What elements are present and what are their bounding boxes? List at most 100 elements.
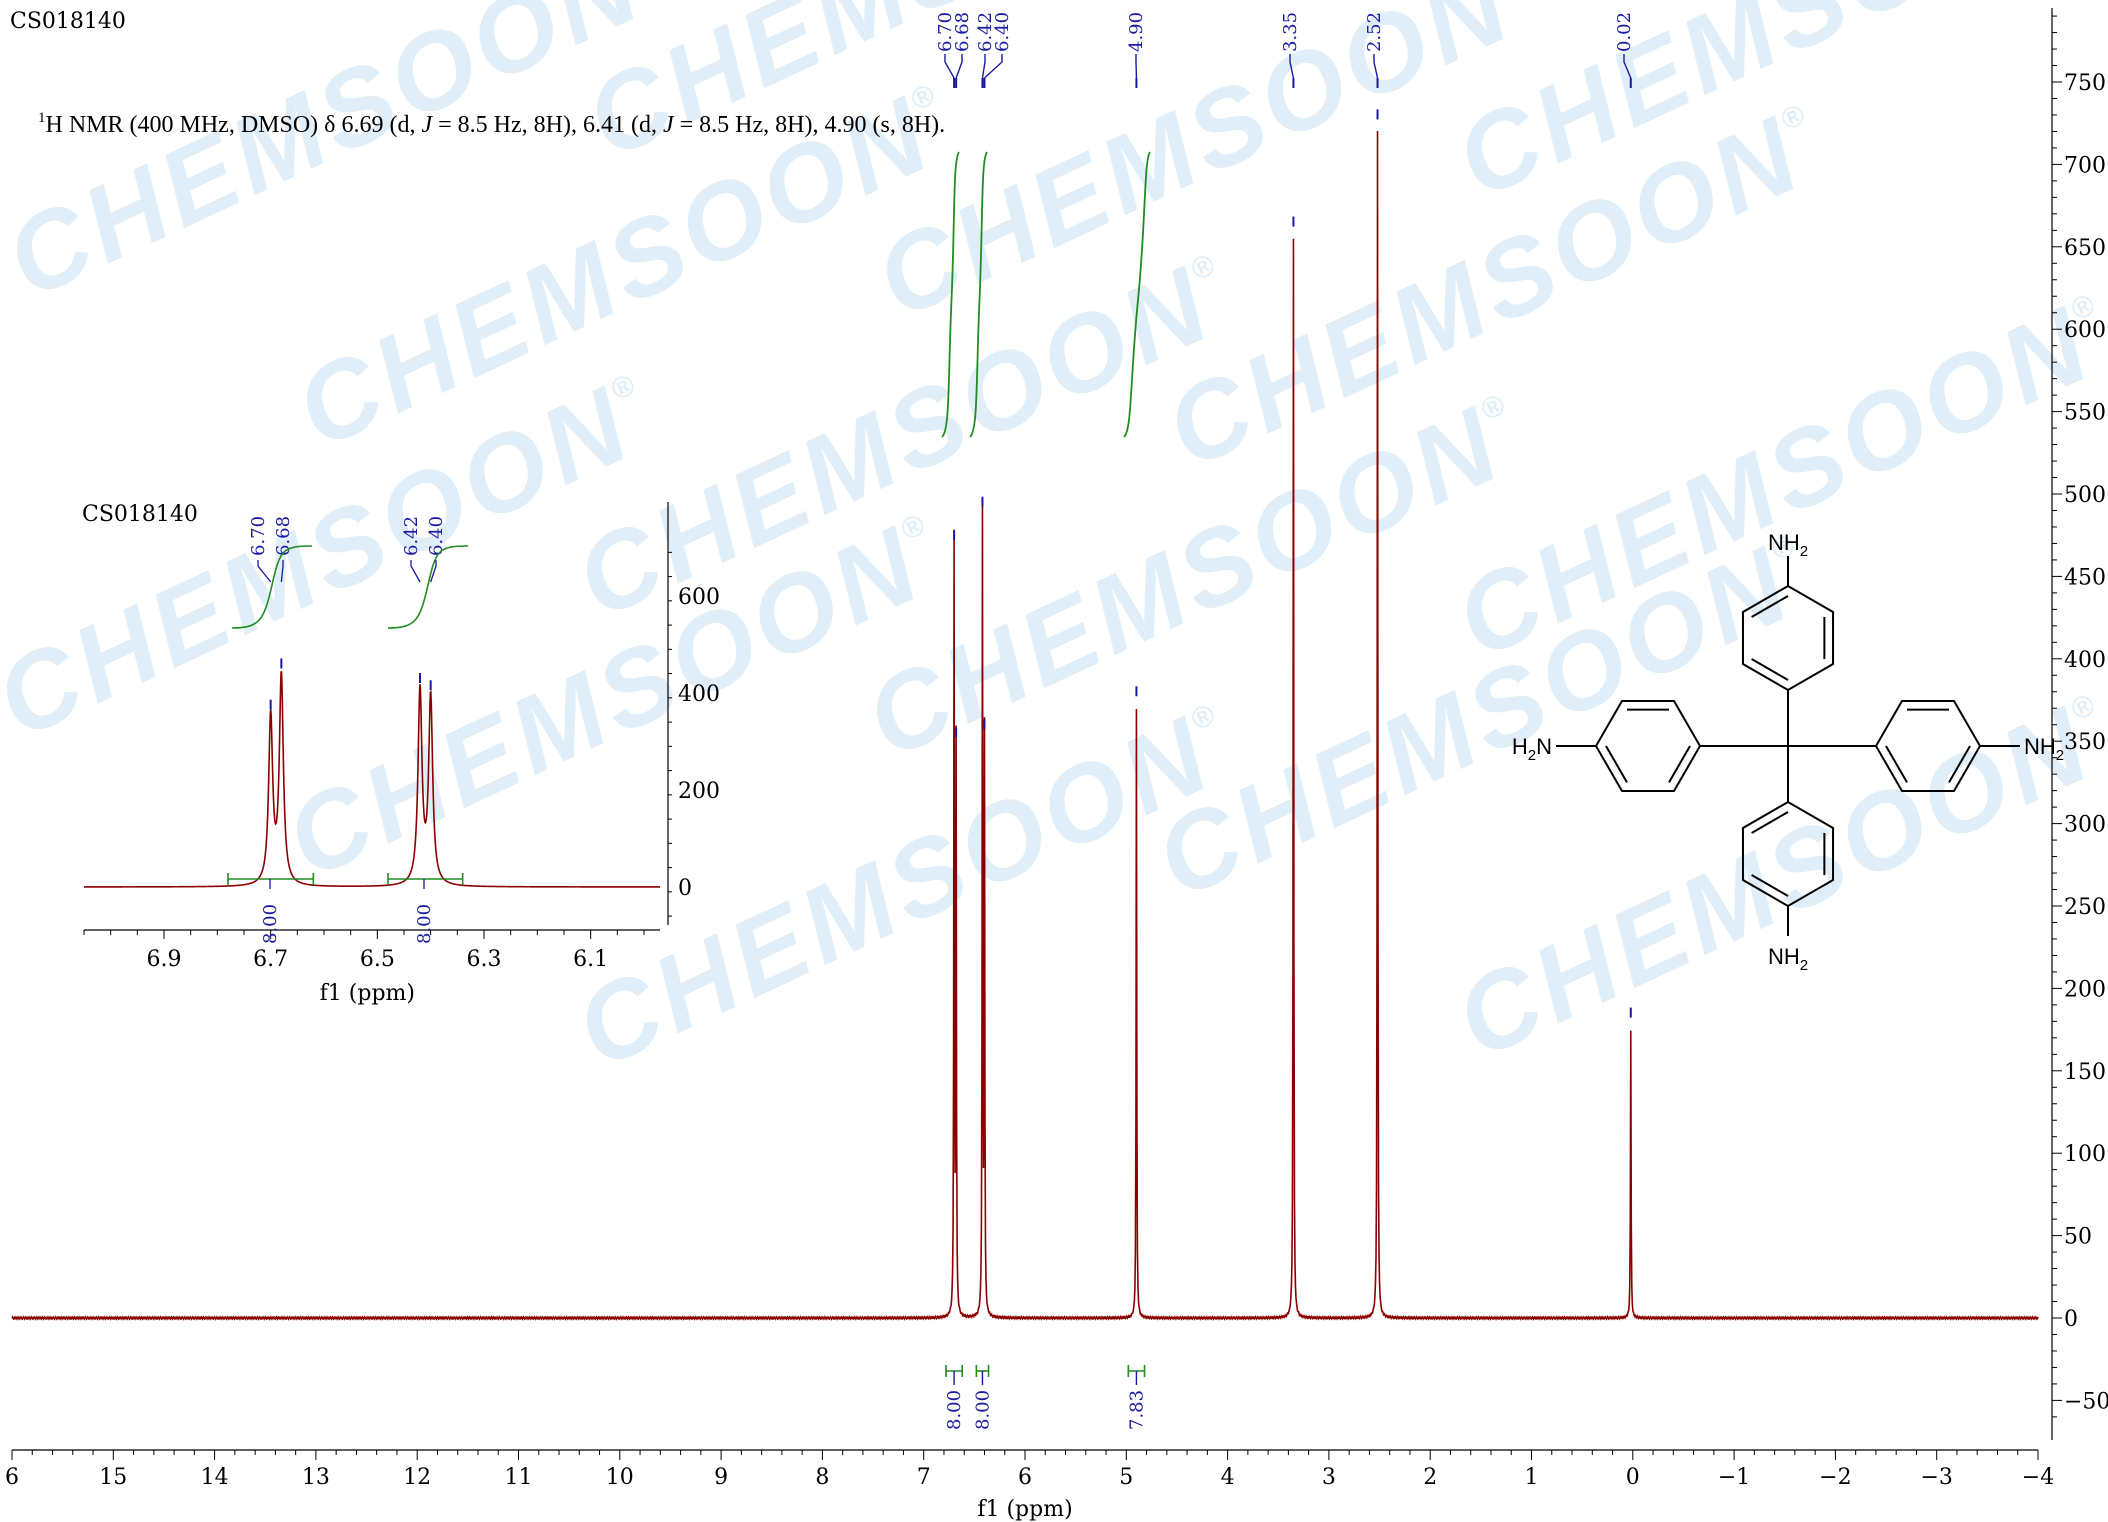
x-tick-label: 10 — [606, 1465, 634, 1490]
peak-label: 2.52 — [1364, 12, 1385, 52]
peak-label: 3.35 — [1280, 12, 1301, 52]
x-tick-label: 6 — [5, 1465, 19, 1490]
x-tick-label: 5 — [1119, 1465, 1133, 1490]
registered-mark: ® — [2066, 686, 2105, 728]
x-tick-label: 11 — [505, 1465, 533, 1490]
peak-label: 6.40 — [992, 12, 1013, 52]
atom-subscript: 2 — [2056, 747, 2064, 764]
atom-symbol: N — [1536, 734, 1552, 759]
integral-curve — [969, 151, 988, 438]
registered-mark: ® — [1476, 386, 1515, 428]
ring-double-bond — [1605, 745, 1628, 783]
y-tick-label: 200 — [2064, 977, 2106, 1002]
atom-subscript: 2 — [1800, 957, 1808, 974]
inset-peak-label: 6.70 — [248, 516, 269, 556]
y-tick-label: 100 — [2064, 1142, 2106, 1167]
ring-double-bond — [1668, 745, 1691, 783]
x-tick-label: 3 — [1322, 1465, 1336, 1490]
registered-mark: ® — [1186, 696, 1225, 738]
spectrum-trace — [11, 131, 2039, 1321]
inset-spectrum-chart: CS018140 6.9 6.7 6.5 6.3 6.1 f1 (ppm) 0 200 400 60… — [82, 502, 720, 1006]
y-tick-label: 50 — [2064, 1225, 2092, 1250]
ring-double-bond — [1751, 595, 1789, 618]
registered-mark: ® — [606, 366, 645, 408]
registered-mark: ® — [1186, 246, 1225, 288]
integral-value: 7.83 — [1126, 1390, 1147, 1430]
x-tick-label: −3 — [1920, 1465, 1952, 1490]
atom-subscript: 2 — [1800, 543, 1808, 560]
y-tick-label: 250 — [2064, 895, 2106, 920]
main-spectrum-chart: 6 15 14 13 12 11 10 9 8 7 6 5 4 3 2 1 0 −1 −2 −3 −4f1 (ppm)−… — [5, 8, 2108, 1522]
j-symbol-2: J — [663, 112, 675, 138]
inset-sample-id: CS018140 — [82, 502, 198, 527]
inset-x-tick-label: 6.7 — [253, 947, 288, 972]
description-part-2: = 8.5 Hz, 8H), 6.41 (d, — [432, 112, 663, 138]
peak-label: 6.68 — [952, 12, 973, 52]
y-tick-label: 400 — [2064, 648, 2106, 673]
x-tick-label: −2 — [1819, 1465, 1851, 1490]
x-tick-label: 9 — [714, 1465, 728, 1490]
peak-leader-line — [1623, 54, 1632, 79]
amine-label-right: NH2 — [2024, 734, 2064, 764]
peak-leader-line — [1289, 54, 1295, 79]
atom-subscript: 2 — [1528, 747, 1536, 764]
y-tick-label: 750 — [2064, 71, 2106, 96]
x-tick-label: 0 — [1626, 1465, 1640, 1490]
inset-y-tick-label: 600 — [678, 585, 720, 610]
x-tick-label: 15 — [99, 1465, 127, 1490]
description-part-1: H NMR (400 MHz, DMSO) δ 6.69 (d, — [46, 112, 422, 138]
inset-integral-value: 8.00 — [260, 904, 281, 944]
x-tick-label: 8 — [815, 1465, 829, 1490]
x-tick-label: 7 — [917, 1465, 931, 1490]
y-tick-label: 150 — [2064, 1060, 2106, 1085]
peak-leader-line — [981, 54, 986, 79]
atom-symbol: H — [1512, 734, 1528, 759]
y-tick-label: 350 — [2064, 730, 2106, 755]
inset-x-tick-label: 6.3 — [467, 947, 502, 972]
peak-label: 0.02 — [1614, 12, 1635, 52]
inset-integral-curve — [387, 545, 469, 629]
inset-peak-label: 6.68 — [273, 516, 294, 556]
inset-y-tick-label: 200 — [678, 779, 720, 804]
sample-id: CS018140 — [10, 9, 126, 34]
inset-peak-leader — [430, 560, 437, 583]
integral-value: 8.00 — [944, 1390, 965, 1430]
atom-symbol: NH — [1768, 530, 1800, 555]
ring-double-bond — [1751, 874, 1789, 897]
inset-x-axis-title: f1 (ppm) — [320, 981, 415, 1006]
inset-integral-value: 8.00 — [414, 904, 435, 944]
integral-curve — [1123, 151, 1151, 438]
y-tick-label: 650 — [2064, 236, 2106, 261]
inset-x-tick-label: 6.1 — [573, 947, 608, 972]
peak-label: 6.70 — [935, 12, 956, 52]
y-tick-label: 500 — [2064, 483, 2106, 508]
ring-double-bond — [1885, 745, 1908, 783]
peak-leader-line — [955, 54, 963, 79]
inset-peak-label: 6.40 — [426, 516, 447, 556]
inset-x-tick-label: 6.5 — [360, 947, 395, 972]
nmr-description: 1H NMR (400 MHz, DMSO) δ 6.69 (d, J = 8.… — [38, 110, 945, 138]
peak-leader-line — [984, 54, 1003, 79]
inset-spectrum-trace — [84, 671, 660, 888]
x-tick-label: 12 — [403, 1465, 431, 1490]
inset-peak-label: 6.42 — [401, 516, 422, 556]
y-tick-label: −50 — [2064, 1389, 2108, 1414]
x-tick-label: 1 — [1525, 1465, 1539, 1490]
y-tick-label: 700 — [2064, 153, 2106, 178]
peak-leader-line — [944, 54, 955, 79]
x-tick-label: 2 — [1423, 1465, 1437, 1490]
amine-label-left: H2N — [1512, 734, 1552, 764]
inset-x-tick-label: 6.9 — [147, 947, 182, 972]
integral-value: 8.00 — [972, 1390, 993, 1430]
ring-double-bond — [1751, 811, 1789, 834]
y-tick-label: 600 — [2064, 318, 2106, 343]
description-part-3: = 8.5 Hz, 8H), 4.90 (s, 8H). — [674, 112, 946, 138]
x-axis-title: f1 (ppm) — [977, 1497, 1072, 1522]
x-tick-label: 14 — [201, 1465, 229, 1490]
x-tick-label: 13 — [302, 1465, 330, 1490]
y-tick-label: 550 — [2064, 401, 2106, 426]
nucleus-superscript: 1 — [38, 110, 46, 126]
peak-label: 4.90 — [1126, 12, 1147, 52]
